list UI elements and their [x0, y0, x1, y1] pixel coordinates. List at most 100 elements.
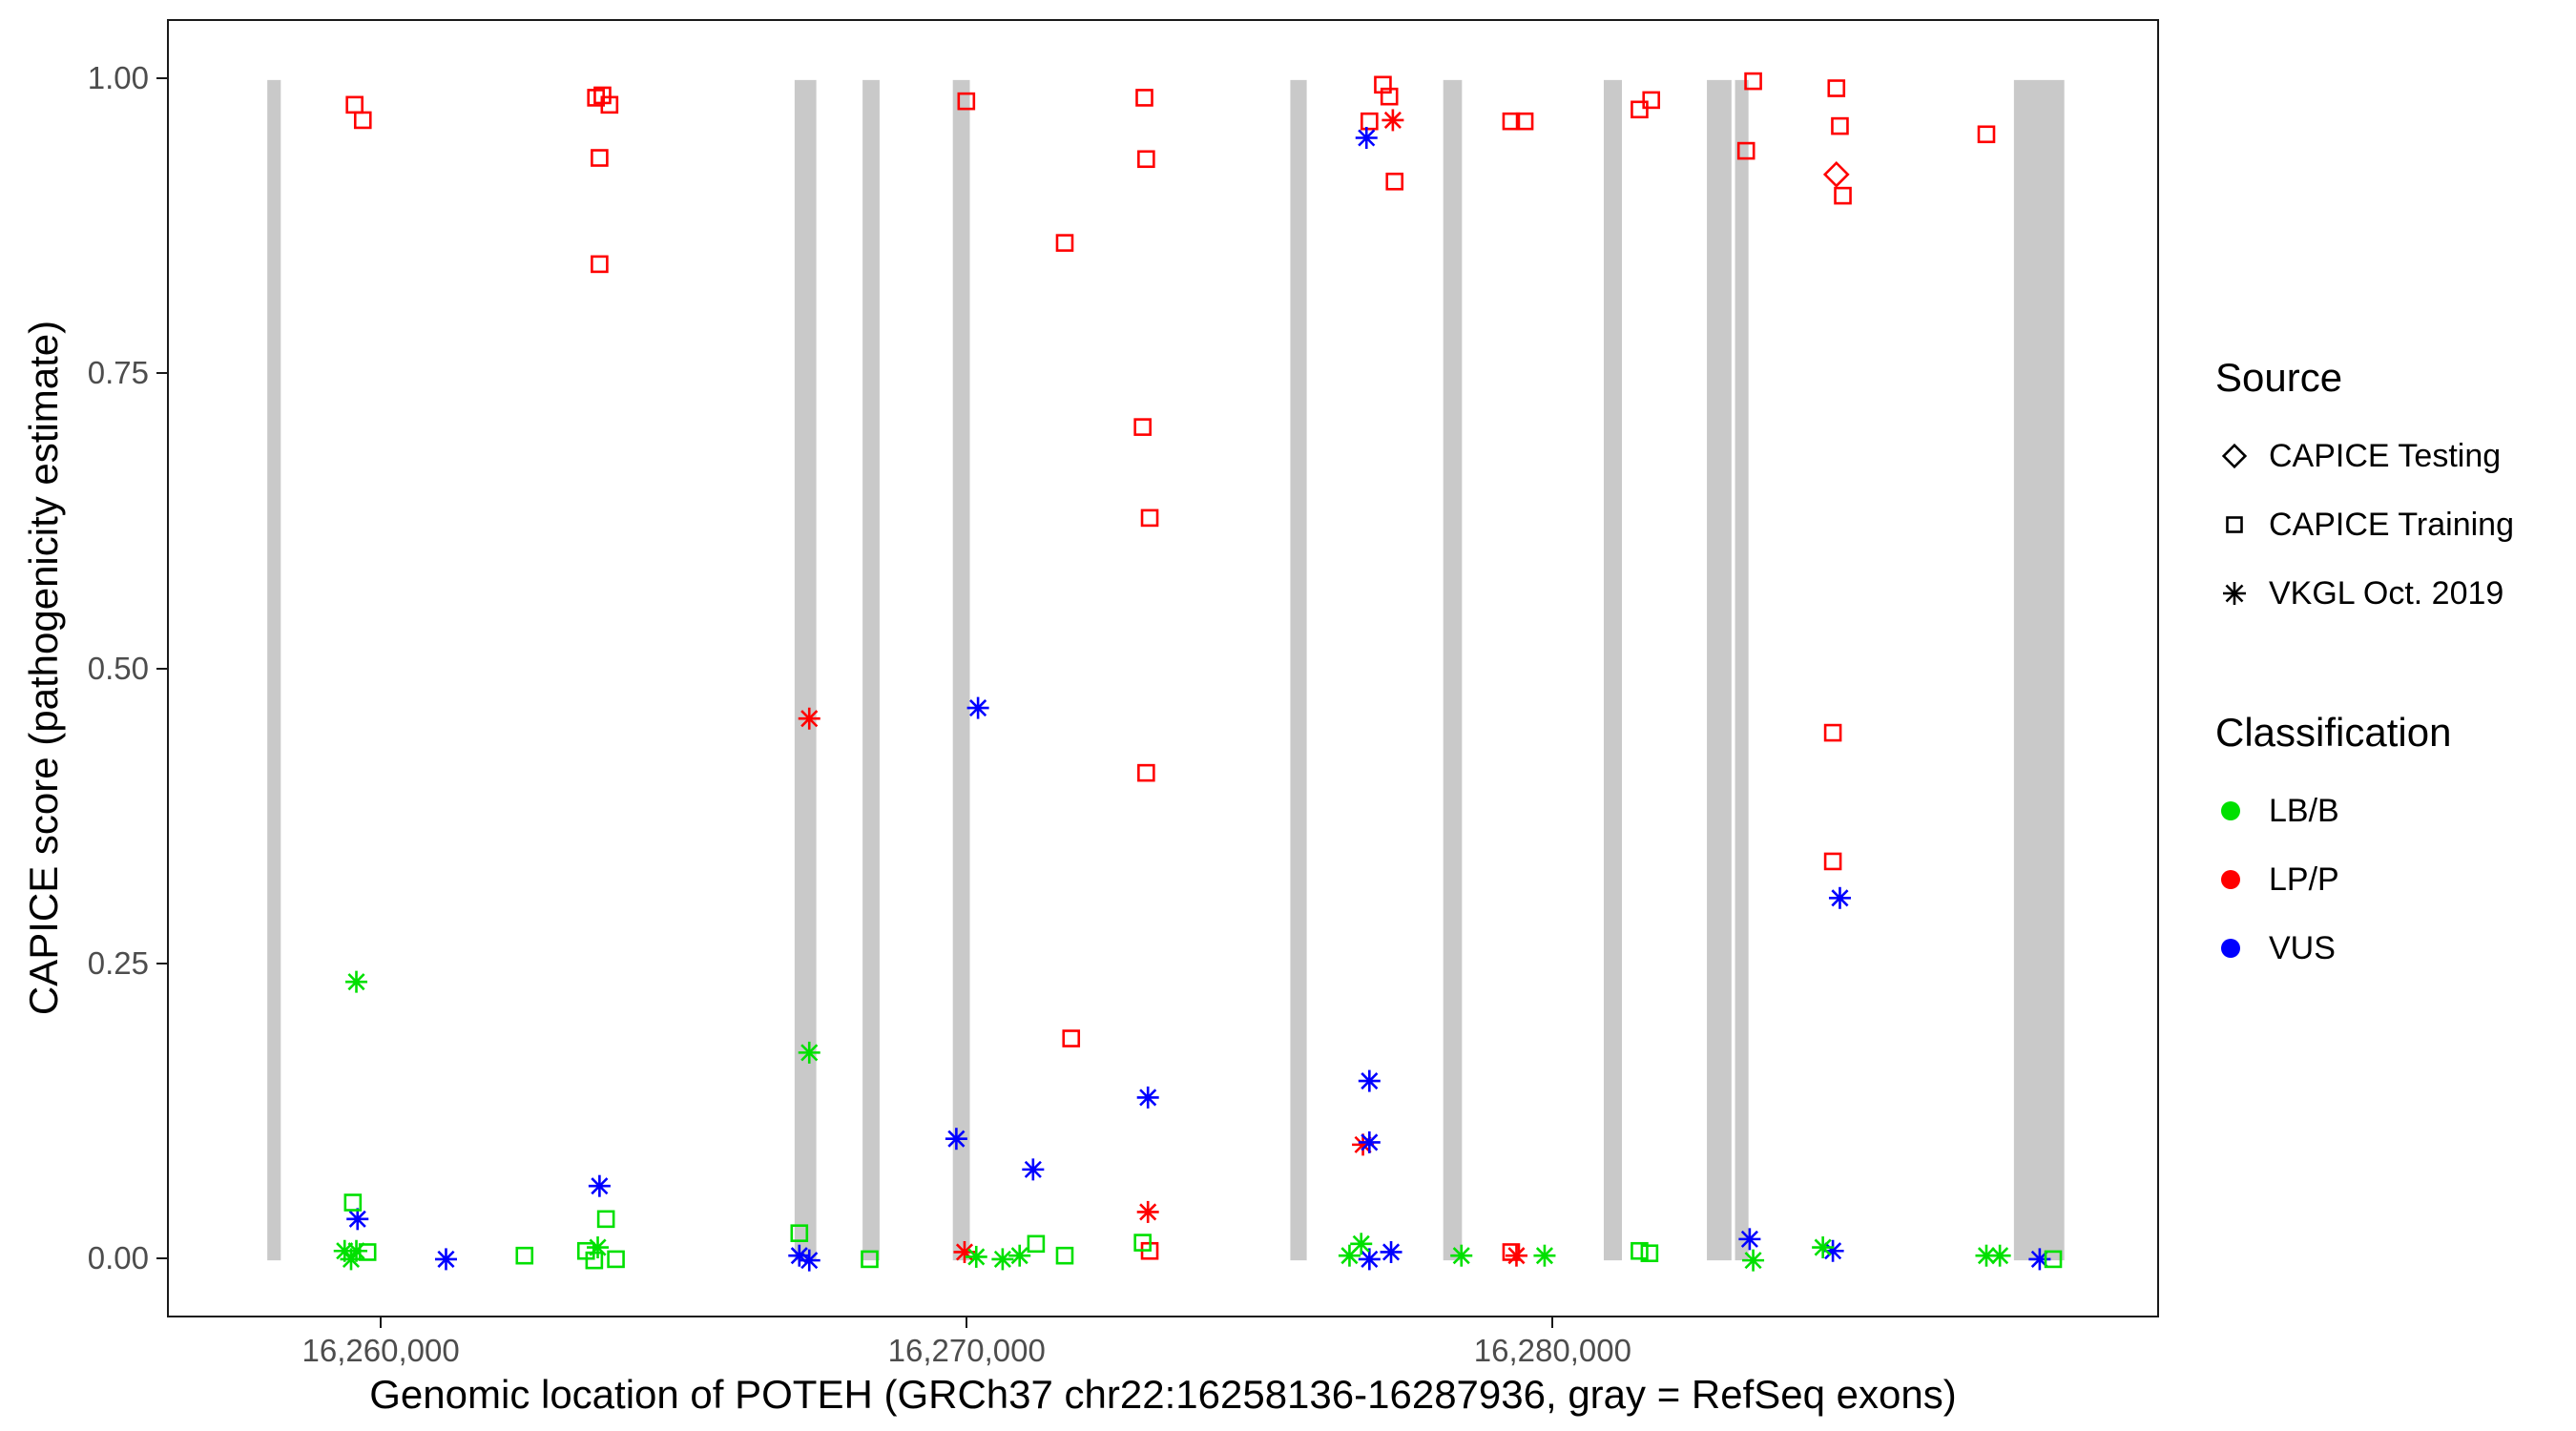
lpp-color-dot: [2221, 870, 2240, 889]
data-point-square: [1642, 91, 1661, 110]
data-point-square: [1385, 172, 1404, 191]
legend-item-capice-training: CAPICE Training: [2215, 490, 2514, 559]
legend-item-label: CAPICE Testing: [2269, 437, 2502, 474]
data-point-asterisk: [1022, 1158, 1045, 1181]
data-point-asterisk: [1505, 1244, 1527, 1267]
vus-color-dot: [2221, 939, 2240, 958]
x-tick-label: 16,280,000: [1473, 1333, 1631, 1368]
asterisk-icon: [2215, 574, 2269, 612]
data-point-asterisk: [1358, 1069, 1381, 1092]
plot-panel: [167, 19, 2159, 1317]
data-point-asterisk: [798, 707, 821, 730]
data-point-asterisk: [1812, 1236, 1835, 1259]
y-tick-label: 0.50: [87, 650, 149, 686]
data-point-diamond: [1822, 160, 1850, 188]
exon-bar: [794, 79, 817, 1261]
x-tick-mark: [966, 1317, 968, 1328]
data-point-asterisk: [1136, 1200, 1159, 1223]
data-point-square: [607, 1250, 625, 1269]
data-point-asterisk: [1533, 1244, 1556, 1267]
data-point-asterisk: [1988, 1244, 2011, 1267]
data-point-asterisk: [1355, 126, 1378, 149]
data-point-asterisk: [340, 1248, 363, 1271]
data-point-square: [1515, 112, 1534, 131]
data-point-asterisk: [798, 1041, 821, 1064]
data-point-square: [1823, 852, 1842, 871]
data-point-asterisk: [945, 1128, 967, 1151]
exon-bar: [862, 79, 880, 1261]
y-tick-mark: [156, 667, 167, 670]
legend-item-label: LP/P: [2269, 861, 2339, 898]
exon-bar: [2013, 79, 2065, 1261]
y-tick-label: 0.25: [87, 944, 149, 981]
data-point-asterisk: [434, 1248, 457, 1271]
data-point-square: [1062, 1029, 1081, 1047]
data-point-square: [861, 1250, 879, 1269]
lbb-color-dot: [2221, 801, 2240, 820]
legend-source-title: Source: [2215, 355, 2343, 400]
y-tick-mark: [156, 76, 167, 79]
data-point-asterisk: [1450, 1244, 1473, 1267]
legend-item-label: VKGL Oct. 2019: [2269, 574, 2504, 612]
data-point-asterisk: [588, 1174, 611, 1197]
data-point-square: [1137, 763, 1155, 782]
exon-bar: [952, 79, 970, 1261]
data-point-asterisk: [1358, 1248, 1381, 1271]
legend-item-lbb: LB/B: [2215, 777, 2514, 845]
data-point-square: [1133, 1234, 1152, 1252]
vus-color-dot-key: [2215, 939, 2269, 958]
legend-classification-group: Classification LB/B LP/P VUS: [2215, 710, 2514, 983]
x-tick-mark: [1551, 1317, 1554, 1328]
data-point-square: [345, 95, 364, 114]
lpp-color-dot-key: [2215, 870, 2269, 889]
legend-item-label: VUS: [2269, 929, 2336, 966]
y-tick-label: 0.75: [87, 355, 149, 391]
data-point-square: [1834, 186, 1852, 205]
data-point-square: [515, 1246, 534, 1265]
data-point-asterisk: [1136, 1086, 1159, 1109]
y-tick-mark: [156, 962, 167, 964]
data-point-square: [1055, 1246, 1074, 1265]
data-point-square: [1055, 234, 1074, 252]
exon-bar: [267, 79, 281, 1261]
data-point-square: [600, 95, 619, 114]
legend-source-group: Source CAPICE Testing CAPICE Training: [2215, 355, 2514, 628]
data-point-asterisk: [1738, 1228, 1761, 1251]
data-point-asterisk: [1358, 1130, 1381, 1153]
data-point-asterisk: [798, 1249, 821, 1272]
data-point-asterisk: [1008, 1244, 1031, 1267]
legend: Source CAPICE Testing CAPICE Training: [2215, 355, 2514, 983]
data-point-square: [343, 1193, 363, 1212]
data-point-square: [1736, 141, 1755, 160]
exon-bar: [1603, 79, 1623, 1261]
y-tick-mark: [156, 372, 167, 375]
data-point-square: [1135, 89, 1153, 107]
exon-bar: [1735, 79, 1749, 1261]
data-point-asterisk: [1742, 1249, 1765, 1272]
data-point-asterisk: [965, 1245, 987, 1268]
legend-classification-title: Classification: [2215, 710, 2452, 755]
data-point-square: [1631, 100, 1649, 119]
data-point-square: [790, 1224, 809, 1242]
data-point-square: [585, 1251, 604, 1270]
data-point-square: [1502, 112, 1521, 131]
data-point-square: [1137, 150, 1155, 169]
y-tick-label: 0.00: [87, 1240, 149, 1276]
data-point-square: [1827, 79, 1846, 97]
data-point-square: [1977, 125, 1996, 144]
data-point-square: [1140, 508, 1159, 528]
legend-item-label: CAPICE Training: [2269, 506, 2514, 543]
legend-item-capice-testing: CAPICE Testing: [2215, 422, 2514, 490]
data-point-asterisk: [966, 696, 989, 719]
data-point-square: [353, 111, 372, 130]
data-point-square: [596, 1210, 615, 1229]
legend-item-label: LB/B: [2269, 792, 2339, 829]
data-point-square: [591, 149, 609, 167]
data-point-asterisk: [1381, 109, 1404, 132]
data-point-asterisk: [346, 1208, 369, 1231]
legend-item-lpp: LP/P: [2215, 845, 2514, 914]
legend-item-vkgl: VKGL Oct. 2019: [2215, 559, 2514, 628]
x-axis-title: Genomic location of POTEH (GRCh37 chr22:…: [369, 1372, 1957, 1417]
data-point-square: [1027, 1234, 1046, 1254]
